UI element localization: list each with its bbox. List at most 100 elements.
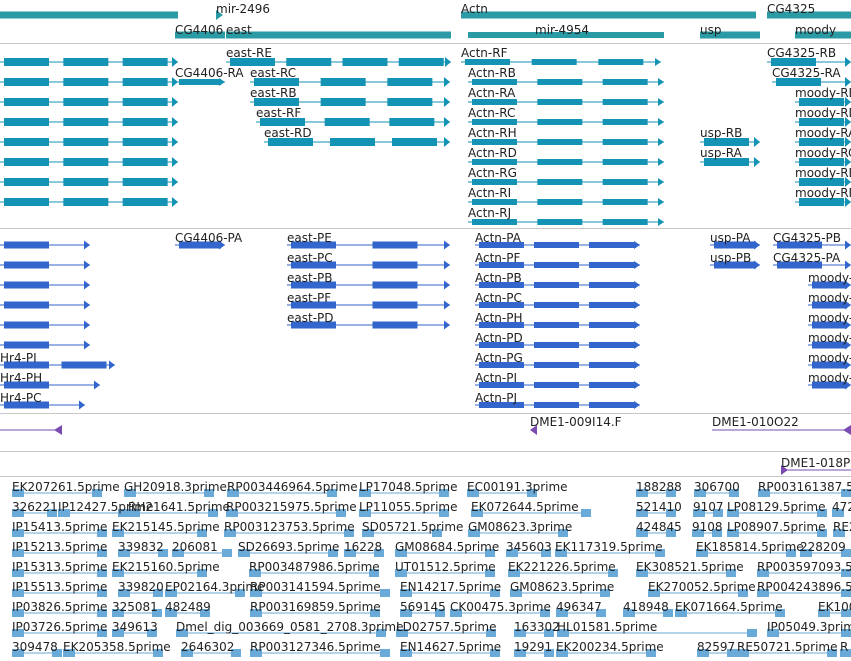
ests-feature-label[interactable]: EK215145.5prime — [112, 520, 220, 534]
est-block[interactable] — [818, 609, 830, 617]
ests-feature-label[interactable]: EC00191.3prime — [467, 480, 568, 494]
est-block[interactable] — [608, 569, 618, 577]
exon-block[interactable] — [230, 58, 275, 66]
transcripts-feature-label[interactable]: east-RD — [264, 126, 312, 140]
strand-arrow[interactable] — [54, 425, 62, 435]
exon-block[interactable] — [324, 118, 370, 126]
exon-block[interactable] — [122, 98, 168, 106]
exon-block[interactable] — [4, 98, 49, 106]
exon-block[interactable] — [704, 158, 749, 166]
exon-block[interactable] — [4, 401, 49, 409]
est-block[interactable] — [327, 489, 337, 497]
strand-arrow[interactable] — [172, 117, 178, 127]
exon-block[interactable] — [812, 321, 847, 329]
est-block[interactable] — [153, 649, 163, 657]
exon-block[interactable] — [291, 321, 336, 329]
strand-arrow[interactable] — [444, 240, 450, 250]
est-block[interactable] — [636, 529, 648, 537]
strand-arrow[interactable] — [655, 58, 661, 66]
est-block[interactable] — [841, 489, 851, 497]
ests-feature-label[interactable]: 228209 — [800, 540, 846, 554]
strand-arrow[interactable] — [845, 380, 851, 390]
exon-block[interactable] — [63, 158, 109, 166]
est-block[interactable] — [227, 489, 239, 497]
amplicons-feature-label[interactable]: DME1-010O22 — [712, 415, 799, 429]
exon-block[interactable] — [589, 382, 634, 388]
strand-arrow[interactable] — [843, 425, 851, 435]
est-block[interactable] — [726, 569, 736, 577]
exon-block[interactable] — [537, 219, 583, 225]
est-block[interactable] — [112, 529, 124, 537]
ests-feature-label[interactable]: IP12427.5prime — [58, 500, 154, 514]
exon-block[interactable] — [4, 321, 49, 329]
transcripts-feature-label[interactable]: east-RF — [256, 106, 302, 120]
est-block[interactable] — [400, 649, 412, 657]
ests-feature-label[interactable]: 482489 — [165, 600, 211, 614]
est-block[interactable] — [235, 589, 245, 597]
exon-block[interactable] — [179, 79, 221, 85]
est-block[interactable] — [12, 529, 24, 537]
ests-feature-label[interactable]: 326221 — [12, 500, 58, 514]
exon-block[interactable] — [602, 99, 648, 105]
ests-feature-label[interactable]: 339820 — [118, 580, 164, 594]
exon-block[interactable] — [372, 241, 418, 249]
est-block[interactable] — [336, 509, 346, 517]
ests-feature-label[interactable]: IP15513.5prime — [12, 580, 108, 594]
exon-block[interactable] — [602, 199, 648, 205]
exon-block[interactable] — [537, 159, 583, 165]
exon-block[interactable] — [534, 302, 579, 308]
est-block[interactable] — [197, 569, 207, 577]
gene-bar[interactable] — [700, 31, 760, 39]
est-block[interactable] — [648, 589, 660, 597]
exon-block[interactable] — [602, 179, 648, 185]
exon-block[interactable] — [122, 158, 168, 166]
est-block[interactable] — [841, 609, 851, 617]
est-block[interactable] — [729, 489, 739, 497]
strand-arrow[interactable] — [845, 260, 851, 270]
ests-feature-label[interactable]: EK308521.5prime — [636, 560, 744, 574]
est-block[interactable] — [432, 529, 442, 537]
est-block[interactable] — [52, 649, 62, 657]
est-block[interactable] — [97, 589, 107, 597]
transcripts-feature-label[interactable]: moody-RF — [795, 186, 851, 200]
ests-feature-label[interactable]: RP004243896.5 — [757, 580, 851, 594]
est-block[interactable] — [737, 649, 749, 657]
ests-feature-label[interactable]: EK205358.5prime — [63, 640, 171, 654]
transcripts-feature-label[interactable]: Actn-RD — [468, 146, 517, 160]
strand-arrow[interactable] — [634, 281, 640, 289]
proteins-feature-label[interactable]: Actn-PB — [475, 271, 522, 285]
exon-block[interactable] — [602, 219, 648, 225]
gene-bar[interactable] — [175, 31, 225, 39]
proteins-feature-label[interactable]: Actn-PH — [475, 311, 523, 325]
ests-feature-label[interactable]: EK100 — [818, 600, 851, 614]
est-block[interactable] — [208, 509, 218, 517]
est-block[interactable] — [359, 509, 371, 517]
strand-arrow[interactable] — [634, 301, 640, 309]
strand-arrow[interactable] — [634, 341, 640, 349]
proteins-feature-label[interactable]: Actn-PF — [475, 251, 521, 265]
est-block[interactable] — [841, 629, 851, 637]
est-block[interactable] — [840, 649, 851, 657]
est-block[interactable] — [727, 509, 739, 517]
exon-block[interactable] — [372, 281, 418, 289]
exon-block[interactable] — [714, 261, 756, 269]
est-block[interactable] — [666, 529, 676, 537]
ests-feature-label[interactable]: RP003215975.5prime — [226, 500, 357, 514]
transcripts-feature-label[interactable]: moody-RA — [795, 126, 851, 140]
est-block[interactable] — [833, 529, 845, 537]
est-block[interactable] — [224, 529, 236, 537]
proteins-feature-label[interactable]: Actn-PD — [475, 331, 523, 345]
est-block[interactable] — [666, 509, 676, 517]
exon-block[interactable] — [4, 241, 49, 249]
exon-block[interactable] — [254, 78, 299, 86]
est-block[interactable] — [727, 649, 737, 657]
est-block[interactable] — [172, 549, 184, 557]
gene-bar[interactable] — [226, 31, 451, 39]
est-block[interactable] — [800, 549, 812, 557]
est-block[interactable] — [655, 549, 665, 557]
est-block[interactable] — [153, 589, 163, 597]
est-block[interactable] — [395, 549, 407, 557]
est-block[interactable] — [250, 589, 262, 597]
strand-arrow[interactable] — [658, 78, 664, 86]
exon-block[interactable] — [179, 241, 221, 249]
